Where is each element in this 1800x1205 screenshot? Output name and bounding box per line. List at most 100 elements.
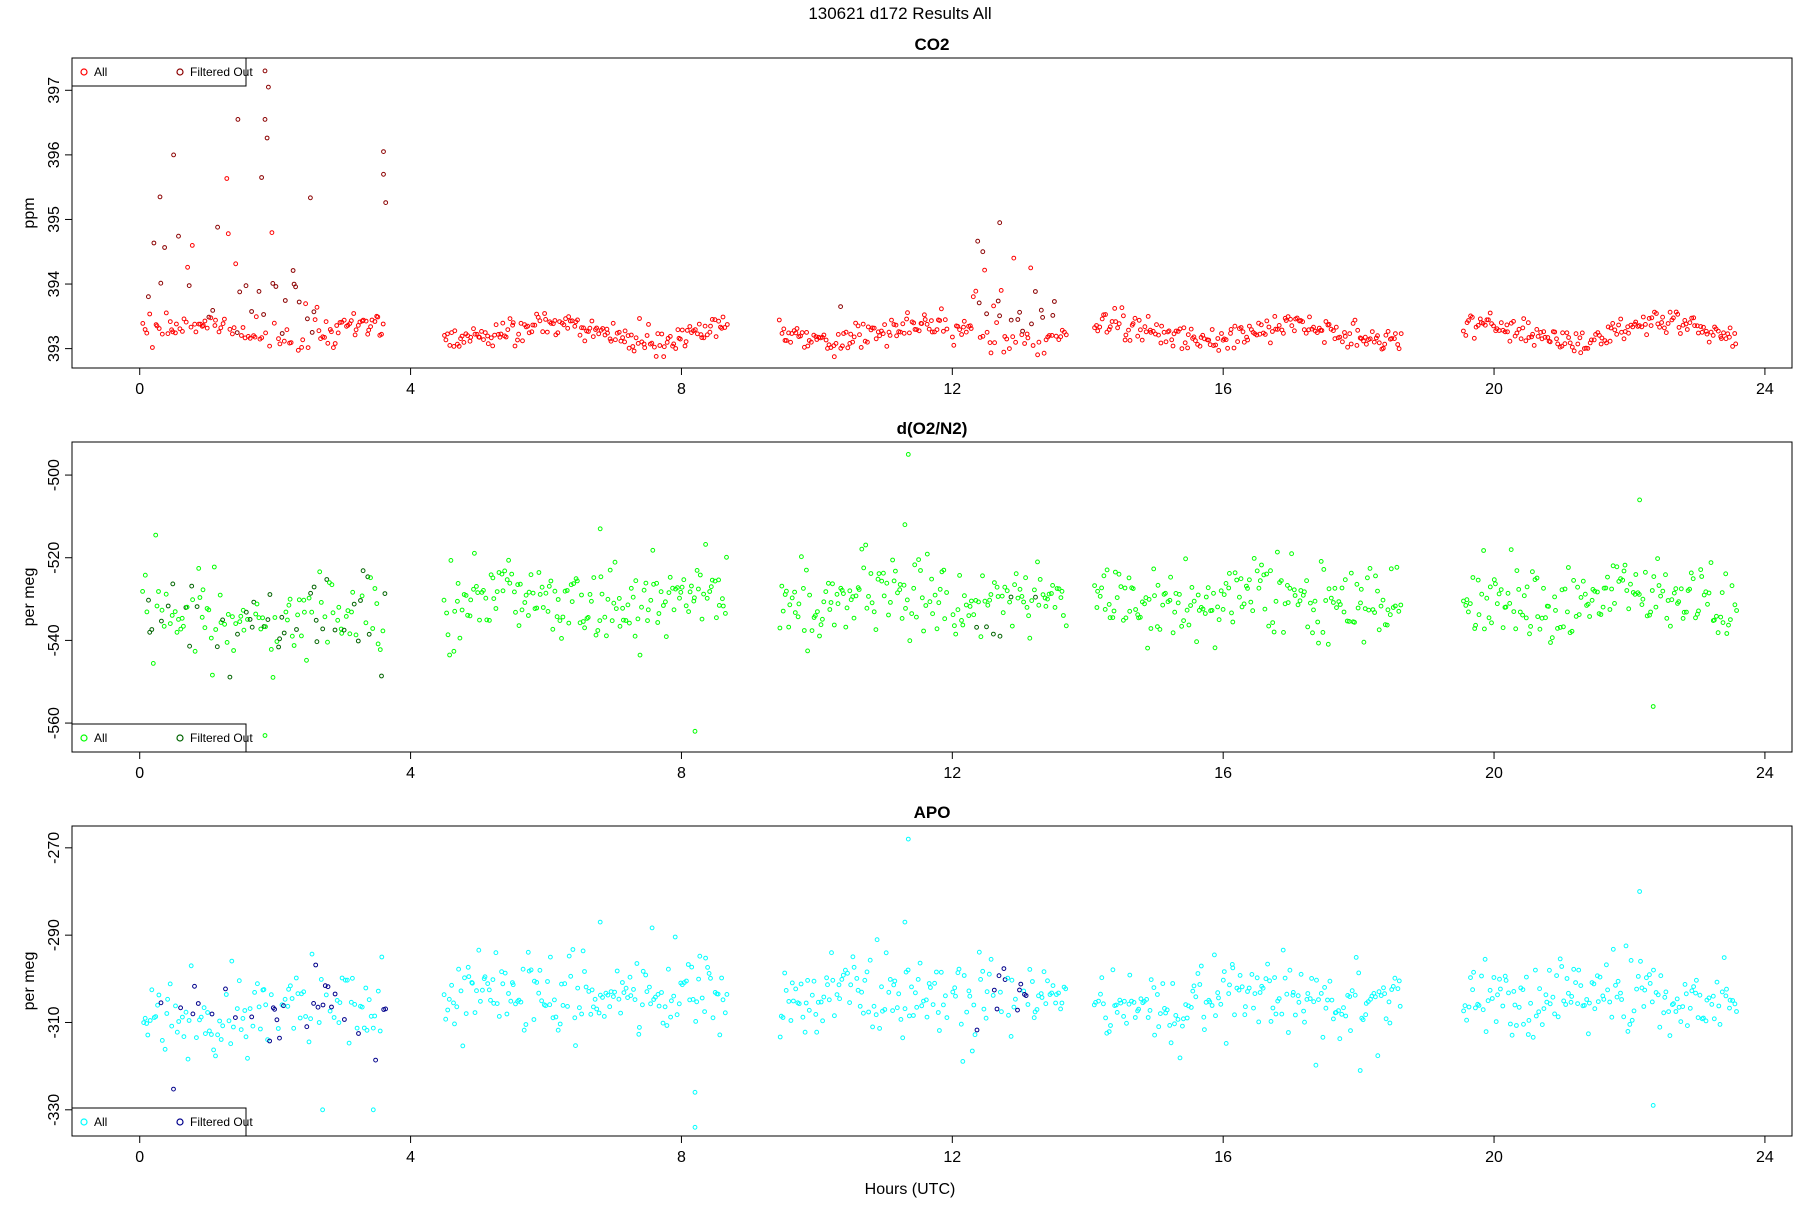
point: [1301, 1008, 1306, 1014]
point-outlier: [905, 452, 911, 457]
point: [1567, 340, 1573, 346]
x-tick-label: 8: [677, 381, 686, 398]
point: [1211, 343, 1216, 348]
point-filtered: [305, 316, 310, 322]
point: [1609, 586, 1614, 592]
point: [914, 327, 919, 333]
point: [588, 1011, 594, 1017]
point: [1627, 1022, 1633, 1027]
point: [532, 322, 538, 328]
point: [887, 333, 893, 338]
point: [448, 558, 454, 563]
point: [1662, 325, 1667, 331]
point: [992, 580, 997, 585]
point: [1535, 614, 1541, 619]
point: [664, 1023, 670, 1028]
point: [622, 339, 627, 345]
point: [924, 551, 930, 557]
point: [1718, 614, 1724, 620]
point: [1647, 972, 1652, 978]
point: [1184, 1015, 1190, 1021]
point: [1500, 625, 1506, 631]
point: [1004, 336, 1010, 342]
point: [854, 976, 860, 981]
point: [643, 580, 649, 586]
point: [1184, 607, 1190, 613]
point: [1270, 620, 1276, 625]
point: [1383, 332, 1389, 338]
legend-box: [71, 723, 247, 753]
point: [620, 335, 625, 341]
point: [1008, 1034, 1014, 1039]
point: [783, 988, 789, 993]
point: [451, 1000, 456, 1006]
point: [580, 948, 586, 954]
point-filtered: [215, 224, 221, 230]
point: [154, 603, 160, 609]
point: [1579, 330, 1585, 336]
point: [616, 996, 622, 1002]
point: [1245, 337, 1250, 343]
point: [1609, 1014, 1615, 1020]
point: [165, 996, 171, 1002]
point: [1035, 559, 1040, 565]
point: [1684, 609, 1689, 615]
point: [1727, 325, 1733, 331]
point: [1058, 1006, 1063, 1012]
point: [1201, 1014, 1207, 1020]
point: [658, 589, 664, 595]
point: [987, 340, 993, 346]
point: [976, 949, 982, 955]
point: [263, 624, 268, 630]
point: [1486, 317, 1491, 323]
point: [1538, 330, 1544, 335]
point: [724, 322, 730, 327]
point: [156, 589, 161, 594]
point: [263, 1002, 269, 1008]
point: [999, 593, 1005, 599]
point: [1191, 983, 1197, 989]
point: [625, 333, 631, 339]
point: [562, 981, 568, 987]
point: [271, 320, 277, 326]
point: [942, 317, 948, 323]
point-filtered: [281, 630, 287, 636]
point: [793, 986, 799, 992]
point: [1056, 586, 1062, 592]
point: [902, 1006, 908, 1012]
point: [1546, 604, 1551, 609]
point: [471, 586, 476, 592]
point: [1104, 567, 1110, 573]
point-filtered: [234, 330, 240, 336]
point: [724, 554, 729, 560]
point: [1282, 975, 1288, 981]
point: [1678, 586, 1684, 592]
point: [1215, 990, 1221, 996]
point: [288, 340, 294, 346]
point: [1689, 315, 1695, 321]
point: [957, 573, 962, 578]
point-filtered: [264, 135, 270, 141]
point: [587, 592, 593, 597]
point: [485, 981, 491, 986]
point: [1516, 1004, 1522, 1010]
point-filtered: [235, 631, 240, 637]
point: [968, 326, 974, 331]
point: [1195, 592, 1201, 598]
point: [648, 1001, 653, 1007]
point: [557, 618, 563, 623]
point: [225, 231, 231, 237]
point: [245, 1055, 250, 1061]
point: [1644, 975, 1649, 981]
point: [301, 989, 307, 995]
point-filtered: [187, 643, 193, 649]
point: [1015, 595, 1021, 601]
point: [1037, 577, 1043, 582]
point: [478, 998, 483, 1004]
point: [1629, 1017, 1635, 1023]
point: [1382, 341, 1388, 347]
point: [891, 322, 897, 327]
point: [719, 325, 725, 331]
point: [922, 317, 928, 322]
point: [1215, 604, 1220, 610]
